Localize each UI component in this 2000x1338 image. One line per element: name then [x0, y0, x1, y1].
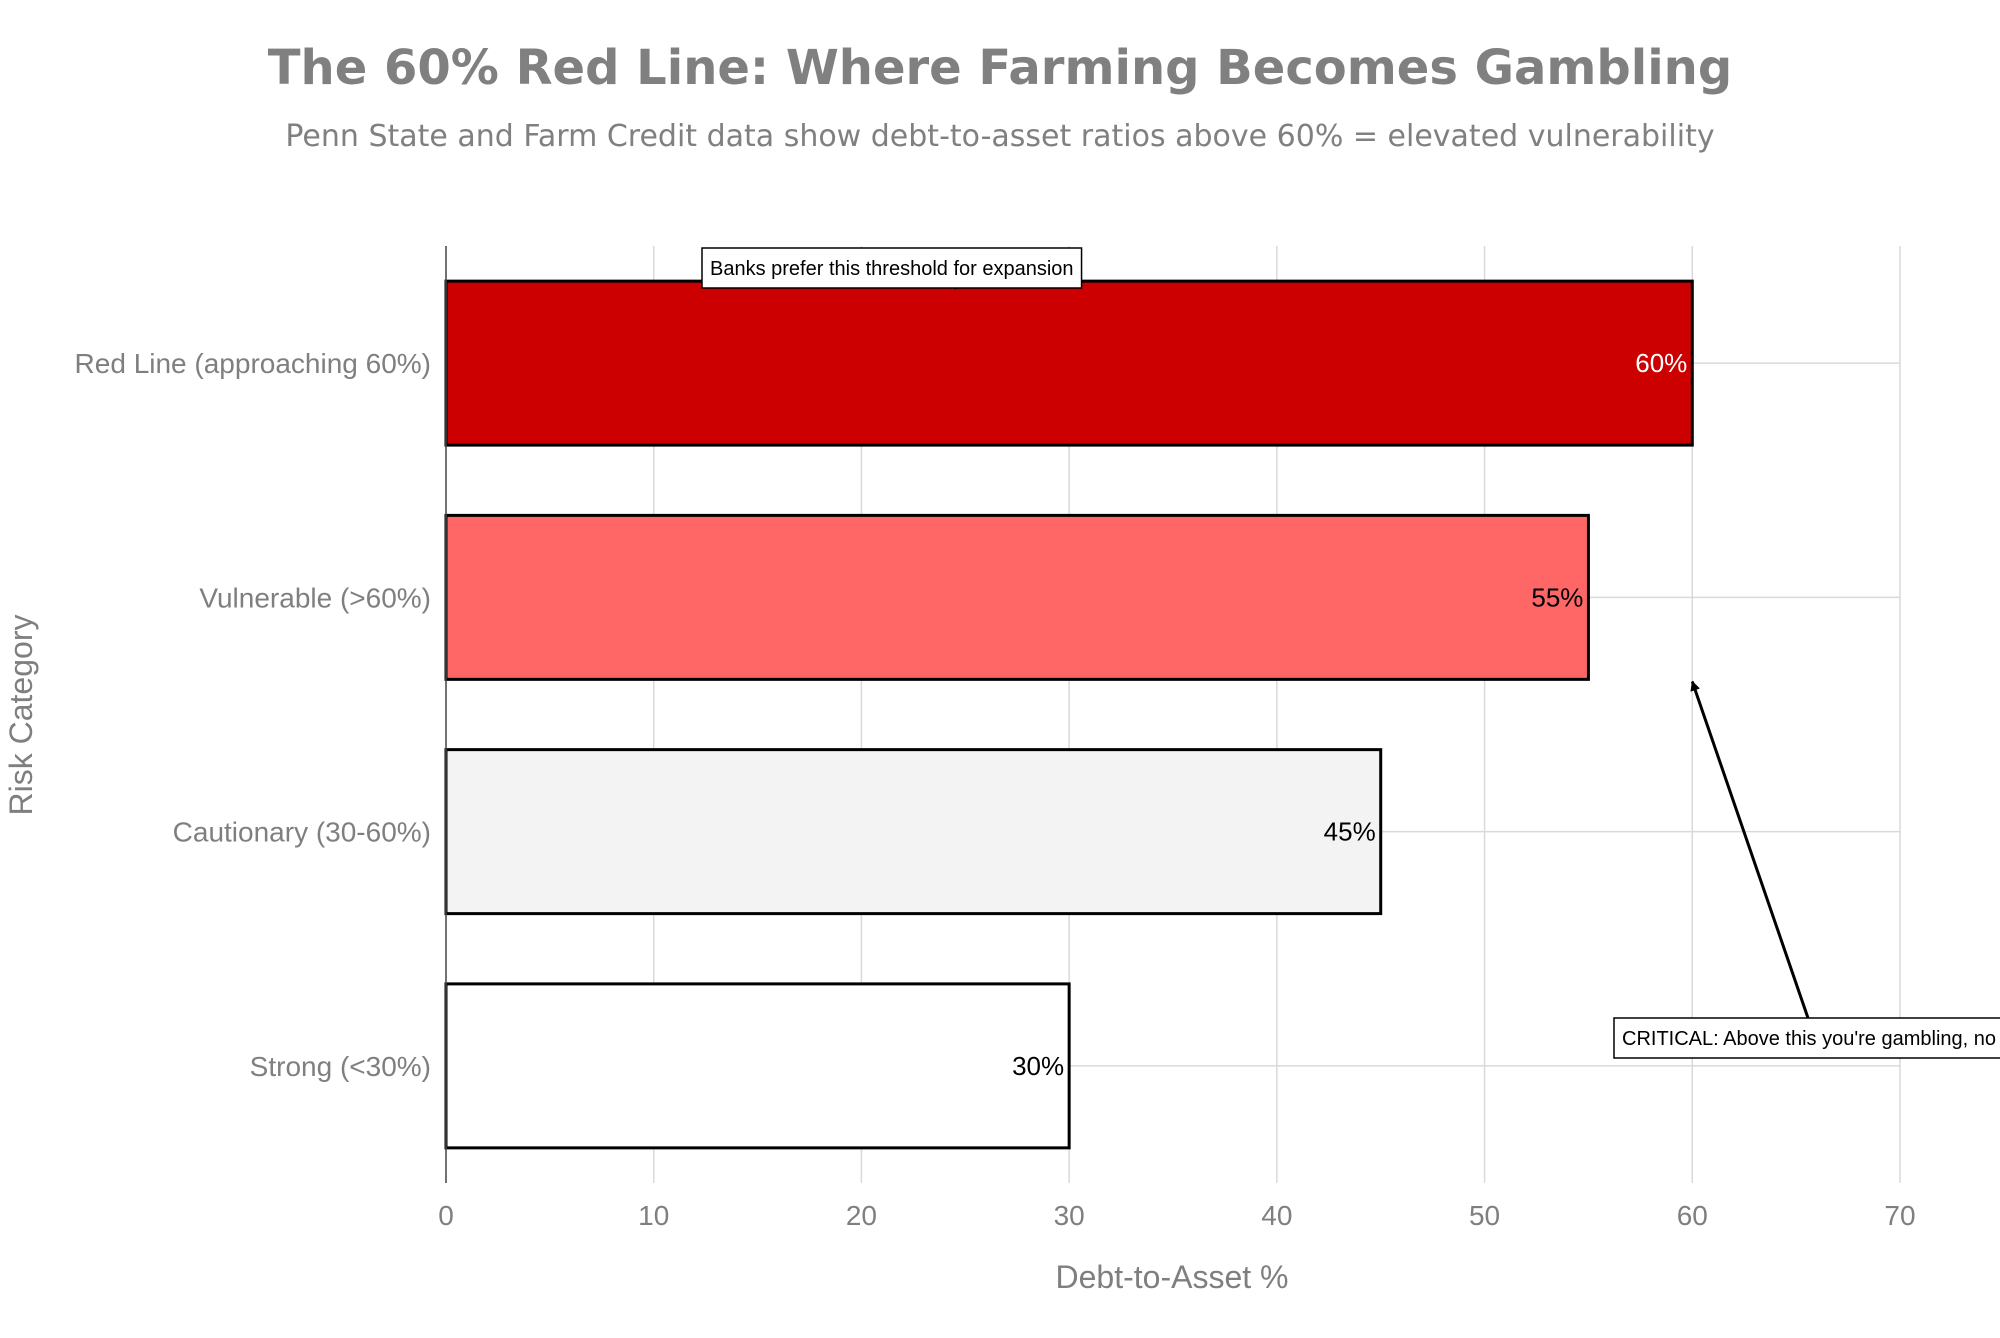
- annotation-text: CRITICAL: Above this you're gambling, no: [1622, 1028, 1996, 1050]
- bar-value-label: 60%: [1635, 348, 1687, 378]
- bar: [444, 748, 1383, 916]
- x-tick-label: 70: [1884, 1200, 1915, 1231]
- bar: [444, 513, 1590, 681]
- annotation-box: [1613, 1017, 2000, 1059]
- bar: [444, 982, 1071, 1150]
- annotation-text: Banks prefer this threshold for expansio…: [710, 258, 1074, 280]
- y-tick-label: Cautionary (30-60%): [173, 817, 431, 848]
- bar-value-label: 45%: [1324, 817, 1376, 847]
- x-tick-label: 0: [438, 1200, 454, 1231]
- chart-subtitle: Penn State and Farm Credit data show deb…: [285, 119, 1714, 154]
- y-tick-label: Red Line (approaching 60%): [75, 348, 431, 379]
- x-tick-label: 60: [1677, 1200, 1708, 1231]
- y-tick-label: Vulnerable (>60%): [199, 582, 431, 613]
- y-axis-title: Risk Category: [3, 615, 39, 816]
- bar-value-label: 30%: [1012, 1051, 1064, 1081]
- chart-title: The 60% Red Line: Where Farming Becomes …: [268, 40, 1732, 96]
- x-tick-label: 50: [1469, 1200, 1500, 1231]
- y-axis-tick-labels: Red Line (approaching 60%) Vulnerable (>6…: [75, 348, 431, 1082]
- bar-value-label: 55%: [1531, 582, 1583, 612]
- bar: [444, 279, 1694, 447]
- x-tick-label: 40: [1261, 1200, 1292, 1231]
- y-tick-label: Strong (<30%): [250, 1051, 431, 1082]
- annotations: Banks prefer this threshold for expansio…: [701, 247, 2000, 1059]
- x-axis-tick-labels: 0 10 20 30 40 50 60 70: [438, 1200, 1915, 1231]
- annotation-arrow: [1690, 680, 1810, 1019]
- x-tick-label: 10: [638, 1200, 669, 1231]
- x-axis-title: Debt-to-Asset %: [1056, 1259, 1289, 1295]
- x-tick-label: 20: [846, 1200, 877, 1231]
- x-tick-label: 30: [1054, 1200, 1085, 1231]
- data-labels: 60% 55% 45% 30%: [1012, 348, 1687, 1081]
- annotation-box: [701, 247, 1083, 289]
